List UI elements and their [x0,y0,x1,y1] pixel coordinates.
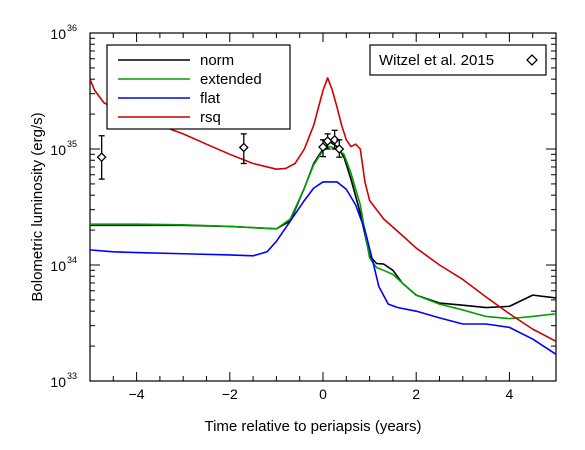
legend-box [106,44,291,130]
x-tick-label: 4 [506,386,514,402]
x-tick-label: −4 [129,386,145,402]
y-tick-label: 10 [50,142,66,158]
observations-label: Witzel et al. 2015 [379,52,494,69]
y-tick-label: 10 [50,258,66,274]
observations-layer [96,129,345,180]
legend: norm extended flat rsq [106,44,291,130]
annotation-box [369,44,547,76]
y-tick-label-exponent: 34 [67,255,77,265]
x-axis-ticks: −4 −2 0 2 4 [89,33,557,402]
observation-point [96,152,107,163]
observations-annotation: Witzel et al. 2015 [369,44,547,76]
y-axis-label: Bolometric luminosity (erg/s) [29,112,46,301]
x-tick-label: −2 [222,386,238,402]
y-tick-label-exponent: 33 [67,371,77,381]
x-axis-label: Time relative to periapsis (years) [204,418,421,435]
legend-label-rsq: rsq [200,109,221,126]
x-tick-label: 0 [319,386,327,402]
legend-label-flat: flat [200,90,221,107]
series-line-rsq [89,77,557,342]
y-tick-label-exponent: 36 [67,23,77,33]
diamond-marker-icon [526,54,538,66]
legend-items: norm extended flat rsq [118,52,262,126]
y-tick-label: 10 [50,26,66,42]
x-tick-label: 2 [412,386,420,402]
observation-point [334,144,345,154]
observation-point [238,142,249,153]
series-line-extended [90,145,557,320]
y-tick-label: 10 [50,374,66,390]
series-line-flat [89,181,557,355]
series-layer [89,77,557,355]
observation-point [322,136,333,147]
y-tick-label-exponent: 35 [67,139,77,149]
legend-label-norm: norm [200,52,234,69]
legend-label-extended: extended [200,71,262,88]
